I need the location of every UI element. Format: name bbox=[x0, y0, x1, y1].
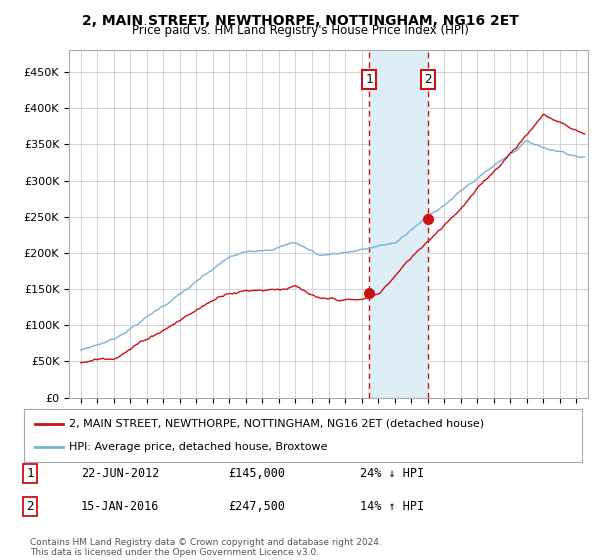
Text: 14% ↑ HPI: 14% ↑ HPI bbox=[360, 500, 424, 514]
Text: 1: 1 bbox=[365, 73, 373, 86]
Text: 24% ↓ HPI: 24% ↓ HPI bbox=[360, 466, 424, 480]
Text: 2: 2 bbox=[425, 73, 432, 86]
Text: Price paid vs. HM Land Registry's House Price Index (HPI): Price paid vs. HM Land Registry's House … bbox=[131, 24, 469, 37]
Text: 22-JUN-2012: 22-JUN-2012 bbox=[81, 466, 160, 480]
Text: £145,000: £145,000 bbox=[228, 466, 285, 480]
Text: 2, MAIN STREET, NEWTHORPE, NOTTINGHAM, NG16 2ET: 2, MAIN STREET, NEWTHORPE, NOTTINGHAM, N… bbox=[82, 14, 518, 28]
Text: 2: 2 bbox=[26, 500, 34, 514]
Text: £247,500: £247,500 bbox=[228, 500, 285, 514]
Text: 1: 1 bbox=[26, 466, 34, 480]
Text: Contains HM Land Registry data © Crown copyright and database right 2024.
This d: Contains HM Land Registry data © Crown c… bbox=[30, 538, 382, 557]
Bar bbox=[370, 50, 428, 398]
Text: HPI: Average price, detached house, Broxtowe: HPI: Average price, detached house, Brox… bbox=[68, 442, 327, 452]
Text: 2, MAIN STREET, NEWTHORPE, NOTTINGHAM, NG16 2ET (detached house): 2, MAIN STREET, NEWTHORPE, NOTTINGHAM, N… bbox=[68, 419, 484, 429]
Text: 15-JAN-2016: 15-JAN-2016 bbox=[81, 500, 160, 514]
